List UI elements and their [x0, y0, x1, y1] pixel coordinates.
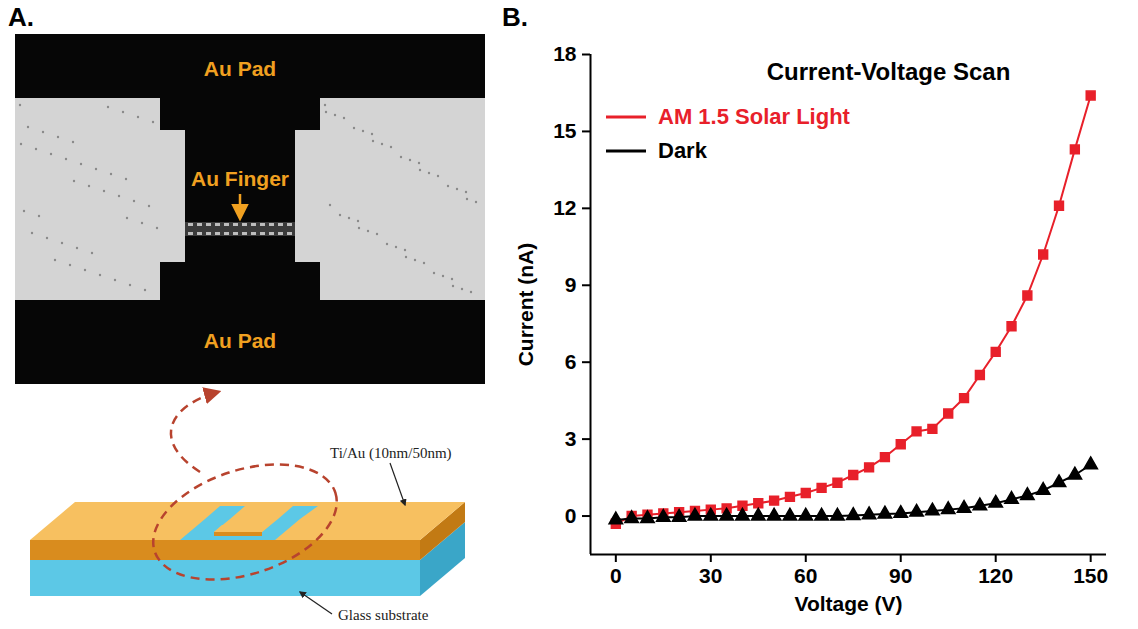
svg-text:Current-Voltage Scan: Current-Voltage Scan — [767, 58, 1011, 85]
html-text:Dark: Dark — [658, 138, 707, 163]
svg-text:3: 3 — [565, 427, 577, 450]
svg-text:Au Pad: Au Pad — [204, 329, 276, 352]
html-text:A.: A. — [8, 2, 34, 32]
svg-text:0: 0 — [565, 504, 577, 527]
html-text:AM 1.5 Solar Light: AM 1.5 Solar Light — [658, 104, 850, 129]
svg-text:Glass substrate: Glass substrate — [338, 607, 429, 623]
svg-text:18: 18 — [553, 42, 577, 65]
svg-text:120: 120 — [978, 564, 1013, 587]
svg-text:150: 150 — [1073, 564, 1108, 587]
svg-text:Au Finger: Au Finger — [191, 167, 289, 190]
svg-text:90: 90 — [889, 564, 912, 587]
svg-text:60: 60 — [794, 564, 817, 587]
svg-text:Au Pad: Au Pad — [204, 57, 276, 80]
svg-text:0: 0 — [610, 564, 622, 587]
svg-text:12: 12 — [553, 196, 576, 219]
svg-text:6: 6 — [565, 350, 577, 373]
svg-text:30: 30 — [699, 564, 722, 587]
svg-text:9: 9 — [565, 273, 577, 296]
svg-text:Voltage (V): Voltage (V) — [794, 592, 902, 615]
svg-text:Ti/Au (10nm/50nm): Ti/Au (10nm/50nm) — [330, 445, 452, 462]
svg-text:15: 15 — [553, 119, 577, 142]
html-text:B.: B. — [502, 2, 528, 32]
svg-text:Current (nA): Current (nA) — [514, 243, 537, 367]
